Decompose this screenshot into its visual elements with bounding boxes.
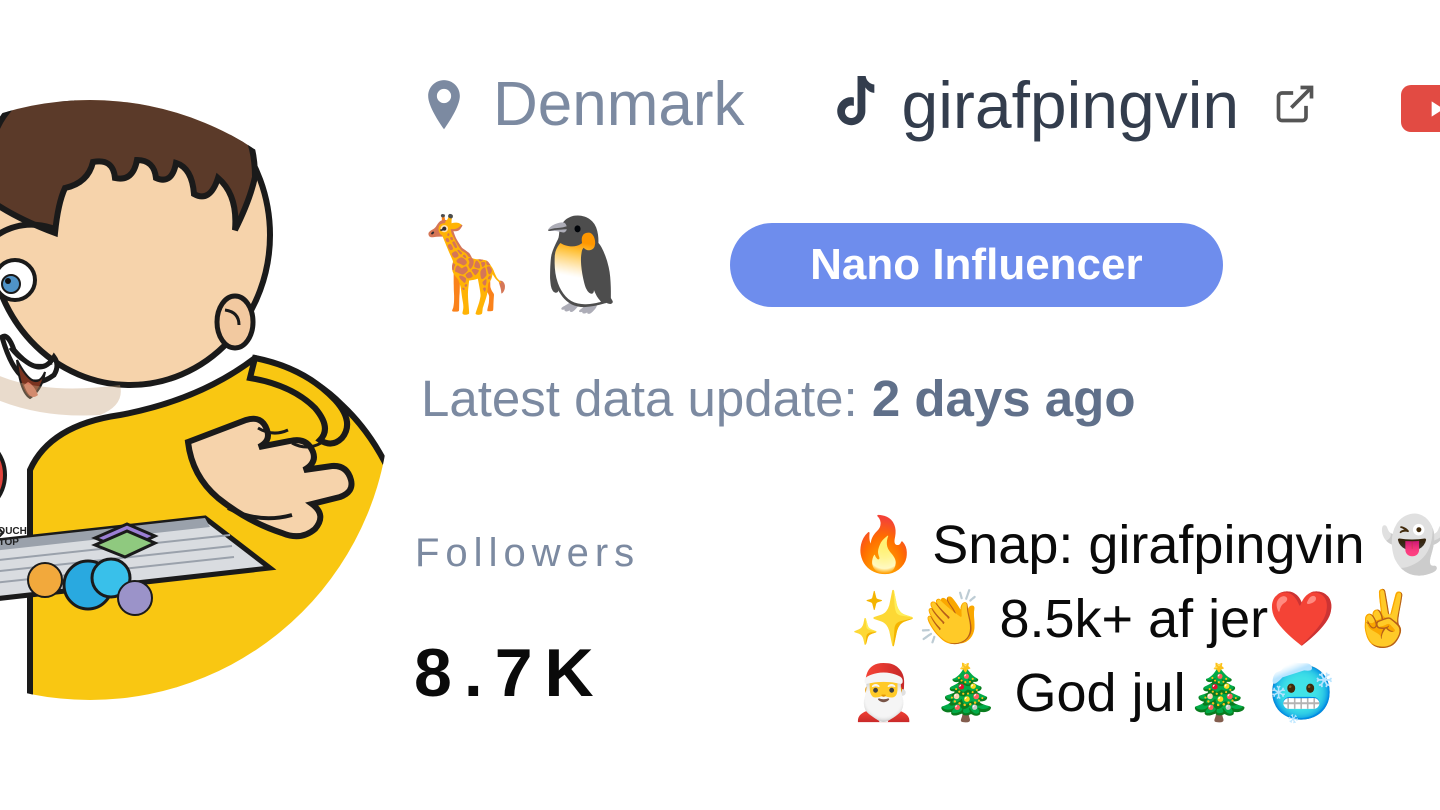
svg-text:MY LAPTOP: MY LAPTOP bbox=[0, 537, 19, 548]
svg-text:DON'T TOUCH: DON'T TOUCH bbox=[0, 526, 27, 537]
